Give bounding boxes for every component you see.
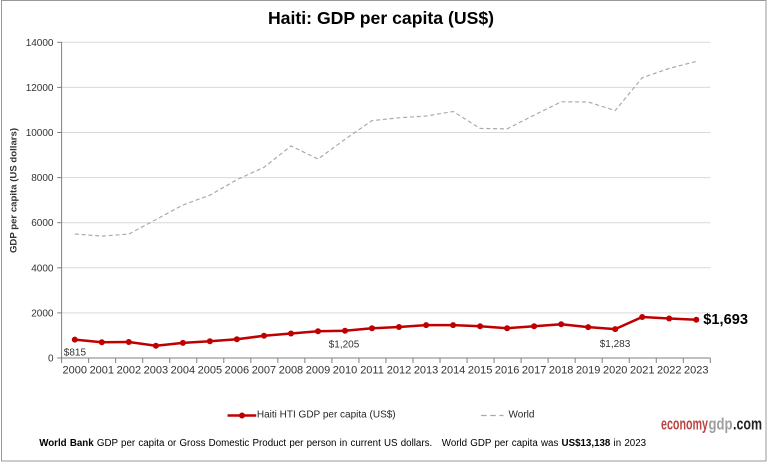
- svg-text:$1,205: $1,205: [329, 340, 360, 351]
- svg-text:World Bank GDP per capita or G: World Bank GDP per capita or Gross Domes…: [39, 438, 646, 449]
- svg-text:2021: 2021: [630, 365, 654, 377]
- svg-text:2002: 2002: [117, 365, 141, 377]
- svg-text:2011: 2011: [360, 365, 384, 377]
- svg-text:2016: 2016: [495, 365, 519, 377]
- svg-text:2000: 2000: [63, 365, 87, 377]
- svg-text:8000: 8000: [31, 173, 54, 184]
- svg-text:2013: 2013: [414, 365, 438, 377]
- svg-text:2004: 2004: [171, 365, 195, 377]
- svg-text:Haiti HTI GDP per capita (US$): Haiti HTI GDP per capita (US$): [257, 409, 396, 420]
- svg-text:economy: economy: [661, 416, 709, 434]
- svg-text:6000: 6000: [31, 218, 54, 229]
- svg-text:2009: 2009: [306, 365, 330, 377]
- svg-text:2015: 2015: [468, 365, 492, 377]
- svg-text:2000: 2000: [31, 308, 54, 319]
- svg-text:14000: 14000: [26, 38, 54, 49]
- svg-text:2010: 2010: [333, 365, 357, 377]
- svg-text:World: World: [509, 409, 535, 420]
- svg-text:2022: 2022: [657, 365, 681, 377]
- svg-text:2012: 2012: [387, 365, 411, 377]
- svg-text:.com: .com: [733, 416, 762, 434]
- svg-text:$815: $815: [64, 348, 87, 359]
- svg-text:4000: 4000: [31, 263, 54, 274]
- svg-text:2008: 2008: [279, 365, 303, 377]
- svg-text:2005: 2005: [198, 365, 222, 377]
- svg-text:2006: 2006: [225, 365, 249, 377]
- svg-text:GDP per capita (US dollars): GDP per capita (US dollars): [8, 128, 19, 253]
- svg-text:2003: 2003: [144, 365, 168, 377]
- svg-text:2019: 2019: [576, 365, 600, 377]
- svg-text:$1,693: $1,693: [703, 312, 748, 328]
- svg-text:2014: 2014: [441, 365, 465, 377]
- svg-text:2018: 2018: [549, 365, 573, 377]
- svg-text:Haiti: GDP per capita (US$): Haiti: GDP per capita (US$): [268, 8, 494, 28]
- svg-text:2023: 2023: [684, 365, 708, 377]
- svg-text:gdp: gdp: [709, 416, 733, 434]
- svg-text:2001: 2001: [90, 365, 114, 377]
- svg-text:2020: 2020: [603, 365, 627, 377]
- svg-text:2007: 2007: [252, 365, 276, 377]
- svg-text:0: 0: [48, 354, 54, 365]
- svg-text:$1,283: $1,283: [600, 339, 631, 350]
- svg-text:12000: 12000: [26, 83, 54, 94]
- svg-text:2017: 2017: [522, 365, 546, 377]
- svg-text:10000: 10000: [26, 128, 54, 139]
